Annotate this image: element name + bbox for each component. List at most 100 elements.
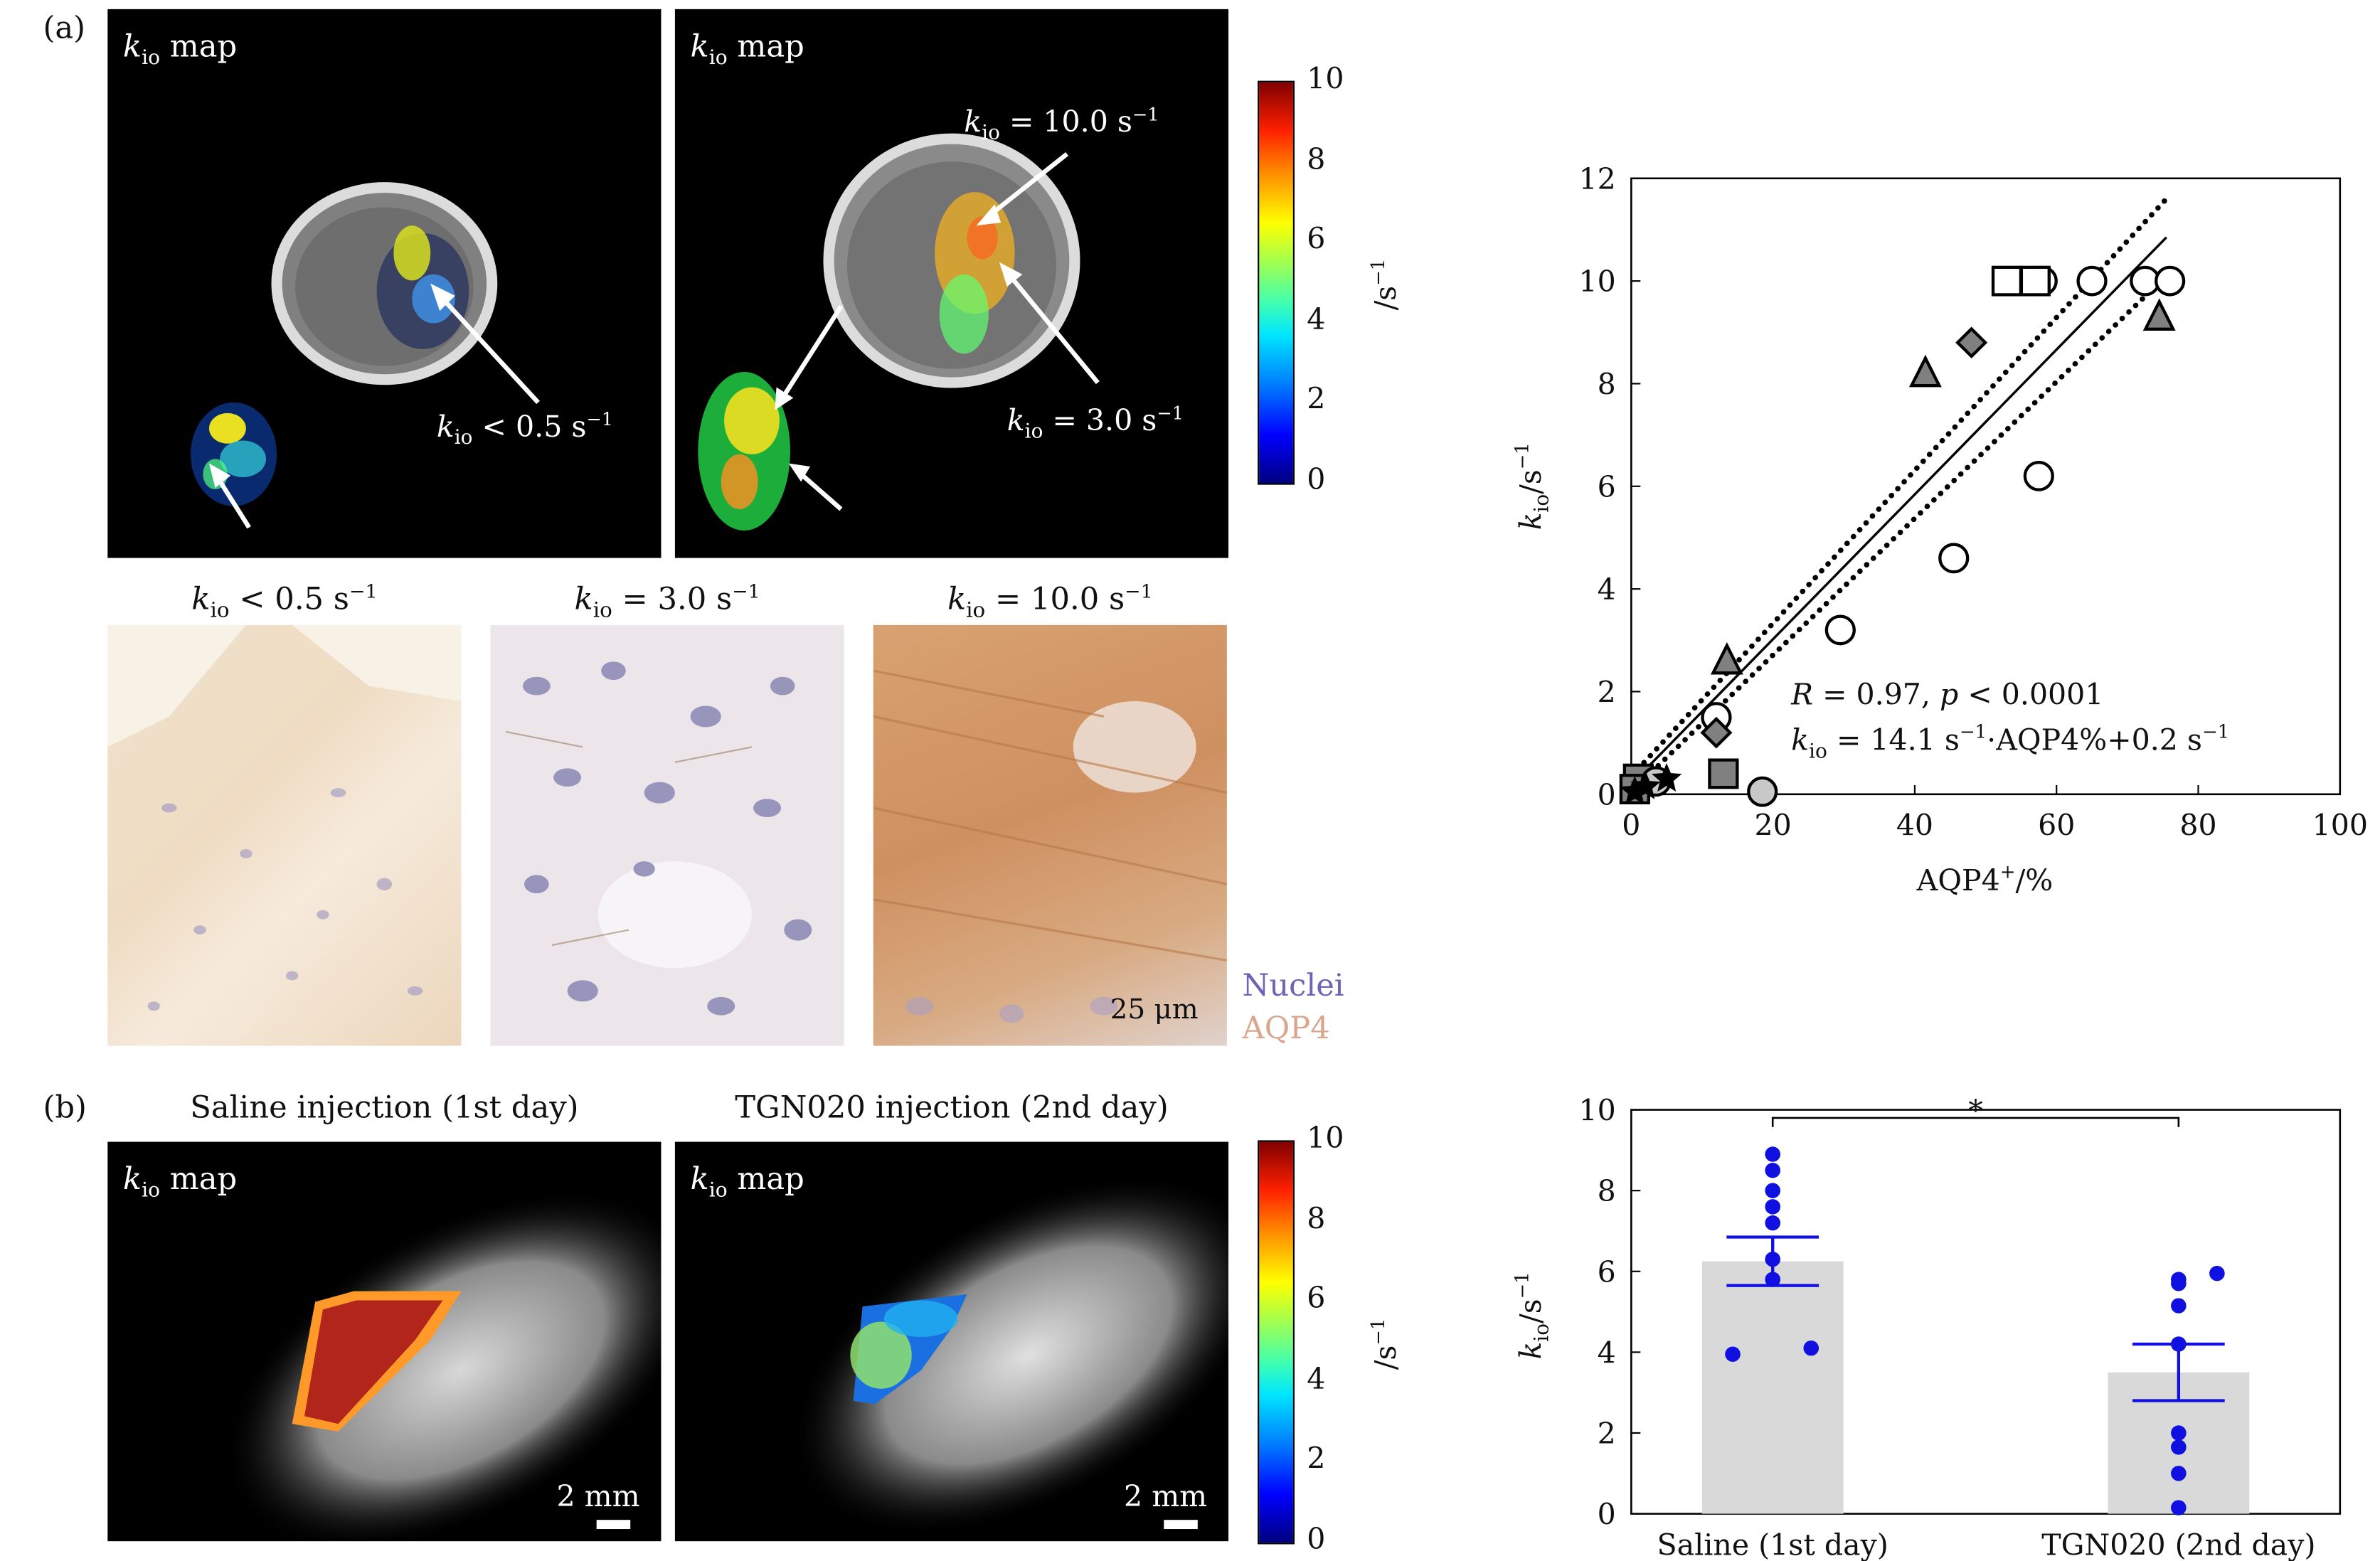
data-point xyxy=(2171,1425,2187,1441)
scatter-point-circle xyxy=(2076,265,2108,297)
confidence-band xyxy=(1628,196,2169,779)
colorbar-tick: 2 xyxy=(1307,383,1326,417)
y-tick-label: 0 xyxy=(1598,1498,1616,1532)
scatter-point-star xyxy=(1652,763,1682,792)
y-tick-label: 2 xyxy=(1598,676,1616,710)
data-point xyxy=(1765,1183,1781,1198)
scatter-chart: 0 20 40 60 80 100 0 2 4 6 8 10 12 R = 0.97, p < 0.00… xyxy=(1512,162,2368,897)
scatter-annotation-r: R = 0.97, p < 0.0001 xyxy=(1790,678,2103,712)
x-tick-label: 60 xyxy=(2038,809,2075,843)
histo-caption-1: kio < 0.5 s−1 xyxy=(191,579,378,623)
map-title: kio map xyxy=(122,27,238,70)
histology-image-high: 25 μm xyxy=(873,624,1227,1046)
bar xyxy=(1701,1261,1844,1514)
brain-mri-right xyxy=(698,133,1100,531)
colorbar-b-unit: /s−1 xyxy=(1367,1318,1403,1370)
x-tick-label: 40 xyxy=(1896,809,1933,843)
data-point xyxy=(1765,1272,1781,1287)
panel-b-label: (b) xyxy=(43,1088,87,1125)
y-tick-label: 6 xyxy=(1598,1255,1616,1289)
fit-line xyxy=(1630,236,2167,785)
y-tick-label: 4 xyxy=(1598,1336,1616,1370)
significance-bracket xyxy=(1771,1117,2180,1127)
map-title: kio map xyxy=(690,1160,804,1203)
scatter-point-triangle xyxy=(2142,298,2176,331)
colorbar-a-unit: /s−1 xyxy=(1367,258,1403,311)
histo-caption-2: kio = 3.0 s−1 xyxy=(574,579,760,623)
colorbar-tick: 2 xyxy=(1307,1442,1326,1476)
y-tick-label: 8 xyxy=(1598,368,1616,402)
y-tick-label: 6 xyxy=(1598,470,1616,504)
bar-chart: 0 2 4 6 8 10 Saline (1st day) TGN020 (2nd day)… xyxy=(1512,1094,2342,1561)
colorbar-tick: 6 xyxy=(1307,223,1326,257)
scatter-annotation-fit: kio = 14.1 s−1·AQP4%+0.2 s−1 xyxy=(1791,722,2229,763)
caption-saline: Saline injection (1st day) xyxy=(190,1088,579,1125)
data-point xyxy=(2171,1276,2187,1291)
mouse-mri-tgn020 xyxy=(790,1175,1229,1536)
colorbar-tick: 6 xyxy=(1307,1282,1326,1316)
colorbar-tick: 0 xyxy=(1307,1523,1326,1557)
data-point xyxy=(2171,1298,2187,1314)
annotation-mid-kio: kio = 3.0 s−1 xyxy=(1006,402,1184,444)
x-tick-label: 80 xyxy=(2179,809,2216,843)
colorbar-tick: 8 xyxy=(1307,1202,1326,1236)
kio-map-tgn020: kio map 2 mm xyxy=(674,1141,1229,1542)
category-label: TGN020 (2nd day) xyxy=(2041,1528,2315,1561)
colorbar-a xyxy=(1258,80,1295,485)
colorbar-tick: 10 xyxy=(1307,62,1344,97)
scatter-point-diamond xyxy=(1700,716,1733,749)
data-point xyxy=(2209,1265,2225,1282)
colorbar-tick: 0 xyxy=(1307,463,1326,497)
category-label: Saline (1st day) xyxy=(1657,1528,1888,1561)
kio-map-right: kio map kio = 10.0 s−1 kio = 3.0 s−1 xyxy=(674,9,1229,558)
annotation-low-kio: kio < 0.5 s−1 xyxy=(436,408,613,450)
scatter-point-circle xyxy=(1824,614,1856,646)
kio-map-saline: kio map 2 mm xyxy=(107,1141,662,1542)
bar-frame xyxy=(1630,1109,2342,1515)
scatter-ylabel: kio/s−1 xyxy=(1512,442,1553,530)
kio-map-left: kio map kio < 0.5 s−1 xyxy=(107,9,662,558)
legend-nuclei: Nuclei xyxy=(1242,966,1344,1003)
data-point xyxy=(2171,1500,2187,1515)
data-point xyxy=(1765,1199,1781,1215)
data-point xyxy=(1765,1163,1781,1178)
x-tick-label: 0 xyxy=(1622,809,1640,843)
colorbar-b xyxy=(1258,1140,1295,1545)
panel-a-label: (a) xyxy=(43,9,86,46)
scatter-point-square xyxy=(1708,758,1739,789)
x-tick-label: 100 xyxy=(2312,809,2368,843)
colorbar-tick: 10 xyxy=(1307,1122,1344,1156)
scale-label-tgn020: 2 mm xyxy=(1124,1480,1208,1514)
scale-label-saline: 2 mm xyxy=(556,1480,640,1514)
data-point xyxy=(1765,1146,1781,1162)
bar-ylabel: kio/s−1 xyxy=(1512,1272,1553,1359)
scatter-point-circle xyxy=(2155,265,2186,297)
data-point xyxy=(2171,1466,2187,1481)
mouse-mri-saline xyxy=(223,1190,662,1542)
y-tick-label: 0 xyxy=(1598,778,1616,812)
scale-bar-tgn020 xyxy=(1164,1520,1198,1530)
brain-mri-left xyxy=(191,182,540,529)
colorbar-tick: 4 xyxy=(1307,1362,1326,1397)
y-tick-label: 4 xyxy=(1598,572,1616,607)
scatter-point-star xyxy=(1620,776,1650,805)
y-tick-label: 8 xyxy=(1598,1174,1616,1208)
data-point xyxy=(1765,1215,1781,1231)
scatter-point-diamond xyxy=(1955,326,1988,359)
histology-texture-high xyxy=(873,669,1227,1023)
annotation-high-kio: kio = 10.0 s−1 xyxy=(964,103,1159,145)
significance-marker: * xyxy=(1968,1094,1983,1128)
y-tick-label: 2 xyxy=(1598,1417,1616,1451)
y-tick-label: 10 xyxy=(1579,265,1616,299)
scale-bar-saline xyxy=(596,1520,631,1530)
scatter-point-triangle xyxy=(1710,641,1743,675)
data-point xyxy=(2171,1336,2187,1352)
histology-image-mid xyxy=(490,624,844,1046)
y-tick-label: 10 xyxy=(1579,1094,1616,1128)
scatter-xlabel: AQP4+/% xyxy=(1916,862,2054,897)
data-point xyxy=(1765,1252,1781,1267)
scatter-point-circle xyxy=(1938,543,1970,574)
histology-image-low xyxy=(107,624,462,1046)
scatter-point-circle xyxy=(1747,776,1778,807)
map-title: kio map xyxy=(690,27,804,70)
